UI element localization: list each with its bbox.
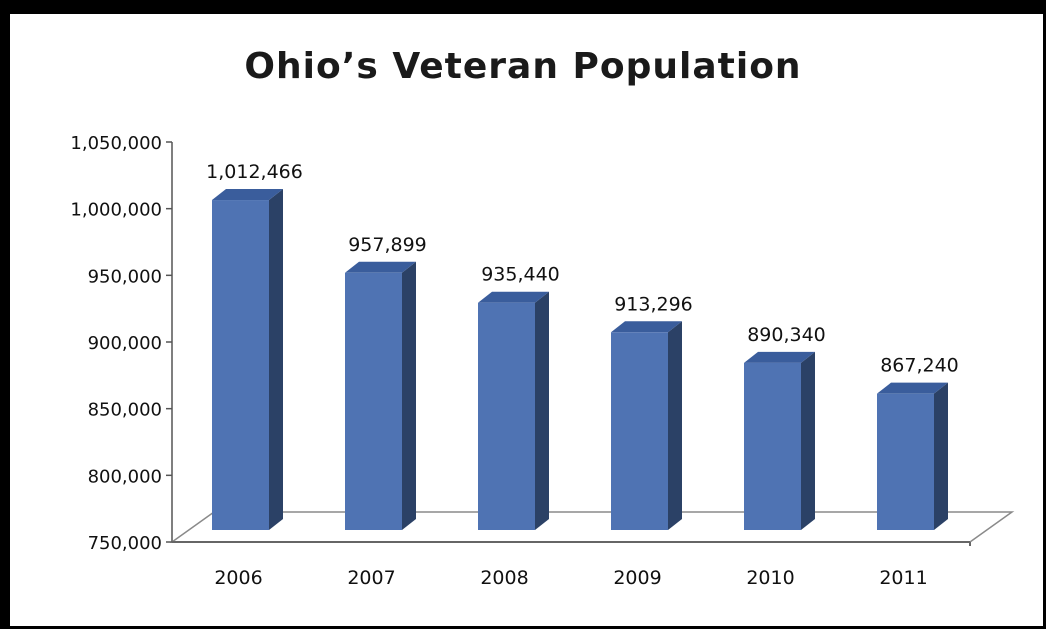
bars (212, 189, 948, 530)
y-tick-label: 1,050,000 (70, 133, 162, 154)
bar-side (535, 291, 549, 530)
bar-front (212, 200, 269, 530)
bar-top (744, 351, 815, 363)
bar-top (877, 382, 948, 394)
data-label: 913,296 (614, 293, 693, 315)
y-tick-label: 750,000 (88, 533, 162, 554)
x-tick-label: 2010 (746, 567, 794, 589)
y-tick-label: 950,000 (88, 266, 162, 287)
bar (212, 189, 283, 530)
bar (877, 382, 948, 530)
y-tick-label: 850,000 (88, 400, 162, 421)
bar (744, 351, 815, 530)
chart-title: Ohio’s Veteran Population (244, 46, 802, 87)
bar-top (345, 261, 416, 273)
bar-top (478, 291, 549, 303)
x-tick-label: 2006 (214, 567, 262, 589)
x-tick-label: 2011 (879, 567, 927, 589)
bar-front (877, 393, 934, 530)
bar-side (269, 189, 283, 530)
bar-front (611, 332, 668, 530)
data-label: 957,899 (348, 234, 427, 256)
bar (345, 261, 416, 530)
bar-front (478, 302, 535, 530)
data-labels: 1,012,466 957,899 935,440 913,296 890,340 867… (206, 161, 959, 377)
x-tick-label: 2007 (347, 567, 395, 589)
bar (478, 291, 549, 530)
data-label: 890,340 (747, 324, 826, 346)
bar-top (611, 321, 682, 333)
bar-side (801, 351, 815, 530)
x-axis-labels: 2006 2007 2008 2009 2010 2011 (214, 567, 927, 589)
bar-front (744, 362, 801, 530)
data-label: 1,012,466 (206, 161, 303, 183)
bar-side (668, 321, 682, 530)
x-tick-label: 2009 (613, 567, 661, 589)
y-tick-label: 800,000 (88, 466, 162, 487)
bar (611, 321, 682, 530)
y-tick-label: 1,000,000 (70, 200, 162, 221)
bar-side (934, 382, 948, 530)
x-tick-label: 2008 (480, 567, 528, 589)
y-tick-label: 900,000 (88, 333, 162, 354)
bar-side (402, 261, 416, 530)
data-label: 935,440 (481, 264, 560, 286)
bar-front (345, 272, 402, 530)
y-axis-ticks: 750,000 800,000 850,000 900,000 950,000 1,000… (70, 133, 172, 554)
data-label: 867,240 (880, 355, 959, 377)
bar-top (212, 189, 283, 201)
